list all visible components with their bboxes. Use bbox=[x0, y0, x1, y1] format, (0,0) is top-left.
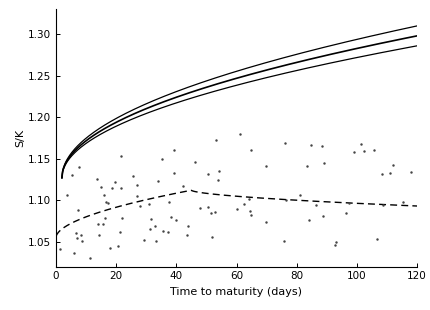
Y-axis label: S/K: S/K bbox=[15, 129, 25, 147]
X-axis label: Time to maturity (days): Time to maturity (days) bbox=[171, 287, 302, 297]
